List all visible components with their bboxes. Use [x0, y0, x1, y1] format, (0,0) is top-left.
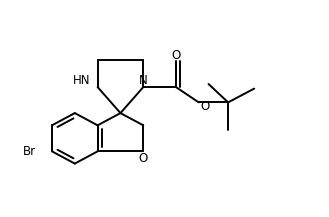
Text: O: O — [139, 152, 148, 164]
Text: HN: HN — [73, 74, 91, 87]
Text: O: O — [171, 49, 181, 62]
Text: Br: Br — [23, 145, 36, 158]
Text: N: N — [139, 74, 148, 87]
Text: O: O — [201, 100, 210, 113]
